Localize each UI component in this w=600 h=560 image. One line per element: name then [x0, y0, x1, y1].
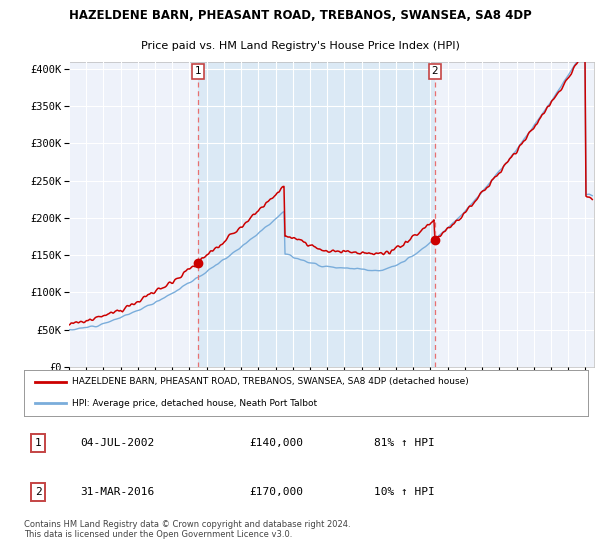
Bar: [198, 62, 435, 367]
Text: 04-JUL-2002: 04-JUL-2002: [80, 438, 155, 448]
Text: HAZELDENE BARN, PHEASANT ROAD, TREBANOS, SWANSEA, SA8 4DP: HAZELDENE BARN, PHEASANT ROAD, TREBANOS,…: [68, 9, 532, 22]
Text: HPI: Average price, detached house, Neath Port Talbot: HPI: Average price, detached house, Neat…: [72, 399, 317, 408]
Text: 1: 1: [35, 438, 41, 448]
Text: £170,000: £170,000: [250, 487, 304, 497]
Text: 10% ↑ HPI: 10% ↑ HPI: [374, 487, 434, 497]
Text: Contains HM Land Registry data © Crown copyright and database right 2024.
This d: Contains HM Land Registry data © Crown c…: [24, 520, 350, 539]
Text: 81% ↑ HPI: 81% ↑ HPI: [374, 438, 434, 448]
Text: HAZELDENE BARN, PHEASANT ROAD, TREBANOS, SWANSEA, SA8 4DP (detached house): HAZELDENE BARN, PHEASANT ROAD, TREBANOS,…: [72, 377, 469, 386]
Text: Price paid vs. HM Land Registry's House Price Index (HPI): Price paid vs. HM Land Registry's House …: [140, 41, 460, 51]
Text: 2: 2: [35, 487, 41, 497]
Text: 31-MAR-2016: 31-MAR-2016: [80, 487, 155, 497]
Text: 2: 2: [431, 66, 438, 76]
Text: £140,000: £140,000: [250, 438, 304, 448]
Text: 1: 1: [195, 66, 202, 76]
